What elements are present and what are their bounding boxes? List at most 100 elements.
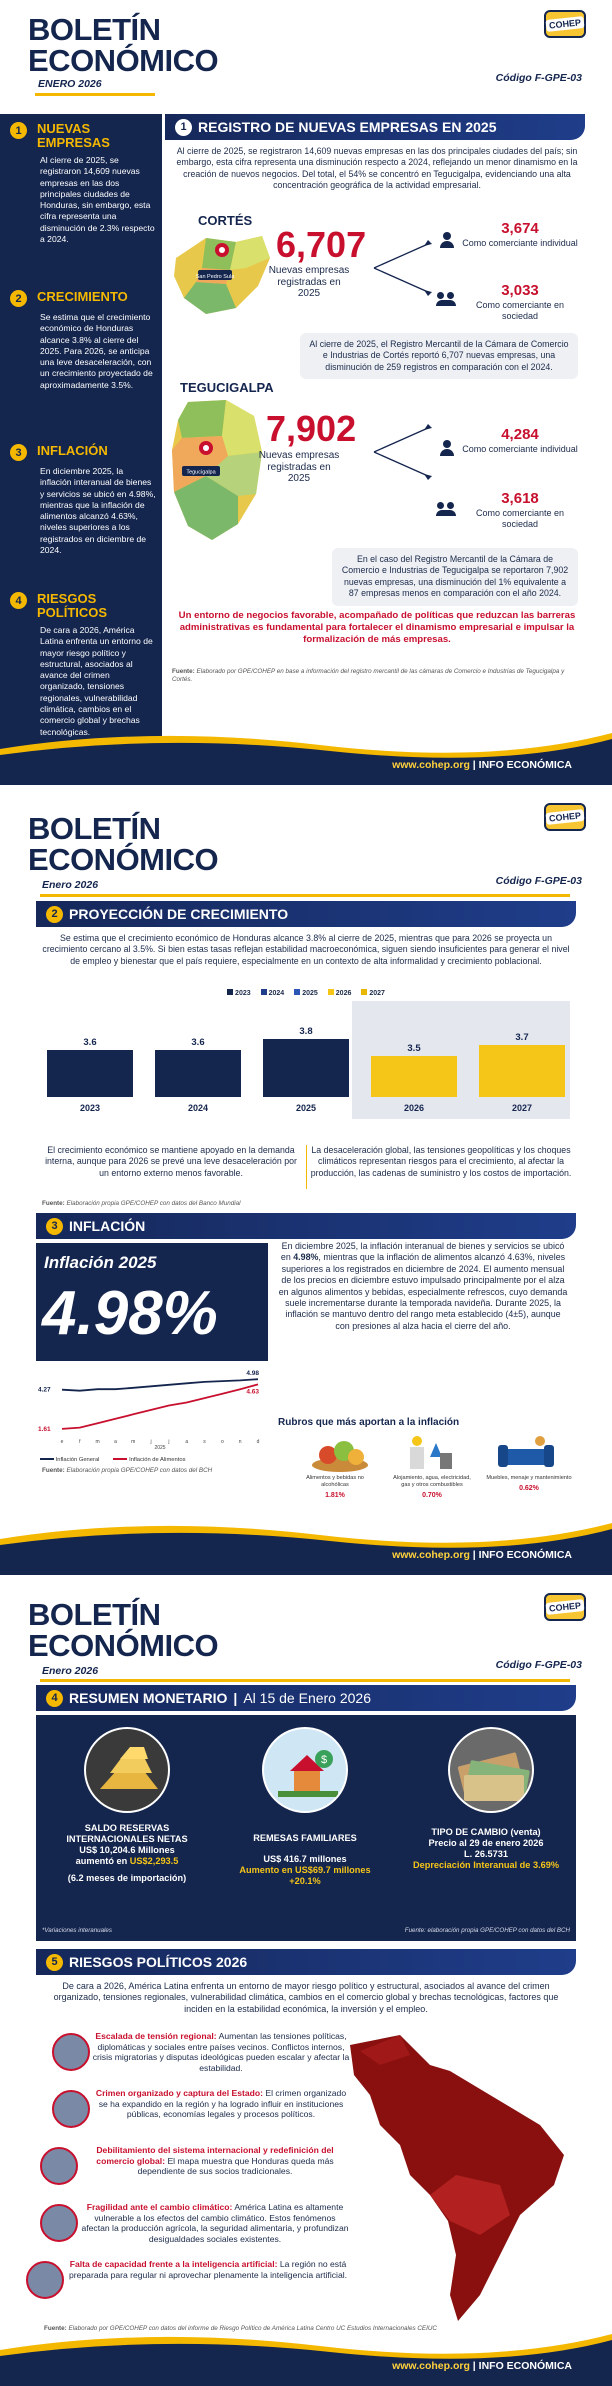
risk-photo-icon (40, 2147, 78, 2185)
x-tick-label: n (239, 1439, 242, 1445)
label-end-general: 4.98 (246, 1370, 259, 1377)
bar-value-label: 3.8 (299, 1025, 313, 1037)
s4-note: *Variaciones interanuales (42, 1927, 112, 1934)
label-start-general: 4.27 (38, 1387, 51, 1394)
bar-value-label: 3.5 (407, 1043, 421, 1055)
section-2-banner: 2 PROYECCIÓN DE CRECIMIENTO (36, 901, 576, 927)
rubros-title: Rubros que más aportan a la inflación (278, 1417, 460, 1428)
furniture-icon (498, 1436, 554, 1467)
risk-photo-icon (52, 2090, 90, 2128)
monetary-summary-panel: $ SALDO RESERVAS INTERNACIONALES NETAS U… (36, 1715, 576, 1941)
bar-value-label: 3.6 (191, 1037, 205, 1049)
bar-value-label: 3.6 (83, 1037, 97, 1049)
s4-source: Fuente: elaboración propia GPE/COHEP con… (404, 1927, 570, 1934)
divider (40, 894, 570, 897)
bulletin-title: BOLETÍN ECONÓMICO (28, 1597, 219, 1663)
legend-item: 2025 (294, 989, 318, 997)
latin-america-map (350, 2035, 564, 2321)
cortes-city-label: San Pedro Sula (196, 274, 235, 280)
gold-bars-icon (84, 1727, 170, 1813)
cohep-logo[interactable]: COHEP (544, 803, 586, 831)
cortes-individual-value: 3,674 (501, 220, 539, 237)
website-link[interactable]: www.cohep.org (392, 759, 470, 771)
x-tick-label: j (150, 1439, 152, 1445)
tegucigalpa-map: Tegucigalpa (172, 400, 262, 540)
risk-text: Falta de capacidad frente a la inteligen… (68, 2259, 348, 2280)
x-tick-label: 2026 (403, 1103, 425, 1113)
tipo-cambio-block: TIPO DE CAMBIO (venta) Precio al 29 de e… (412, 1827, 560, 1870)
s3-source: Fuente: Elaboración propia GPE/COHEP con… (42, 1467, 213, 1474)
s5-source: Fuente: Elaborado por GPE/COHEP con dato… (44, 2325, 437, 2332)
page-2: COHEP BOLETÍN ECONÓMICO Enero 2026 Código… (0, 795, 612, 1575)
cohep-logo[interactable]: COHEP (544, 10, 586, 38)
tegucigalpa-note: En el caso del Registro Mercantil de la … (332, 548, 578, 606)
bulletin-date: ENERO 2026 (38, 78, 102, 90)
bulletin-title: BOLETÍN ECONÓMICO (28, 12, 219, 78)
chart-legend: 2023 2024 2025 2026 2027 (36, 989, 576, 997)
s1-closing: Un entorno de negocios favorable, acompa… (178, 610, 576, 645)
x-tick-label: f (79, 1439, 81, 1445)
bar-2023 (47, 1050, 133, 1097)
risk-photo-icon (52, 2033, 90, 2071)
risk-text: Fragilidad ante el cambio climático: Amé… (81, 2202, 349, 2244)
s5-intro: De cara a 2026, América Latina enfrenta … (53, 1981, 559, 2014)
bulletin-date: Enero 2026 (42, 1665, 99, 1677)
tegucigalpa-arrows (373, 424, 432, 480)
s3-text: En diciembre 2025, la inflación interanu… (278, 1241, 568, 1331)
x-tick-label: 2027 (511, 1103, 533, 1113)
tegucigalpa-society-label: Como comerciante en sociedad (475, 508, 565, 529)
society-icon (436, 500, 456, 516)
s2-left-note: El crecimiento económico se mantiene apo… (45, 1145, 297, 1178)
risk-text: Escalada de tensión regional: Aumentan l… (92, 2031, 350, 2073)
tegucigalpa-society-value: 3,618 (501, 490, 539, 507)
risk-item: Crimen organizado y captura del Estado: … (40, 2084, 370, 2138)
divider (35, 93, 155, 96)
footer-links: www.cohep.org | INFO ECONÓMICA (392, 1549, 572, 1561)
rubro-item: Alimentos y bebidas no alcohólicas 1.81% (306, 1475, 364, 1499)
website-link[interactable]: www.cohep.org (392, 1549, 470, 1561)
cortes-arrows (373, 240, 432, 296)
x-tick-label: s (203, 1439, 206, 1445)
footer-links: www.cohep.org | INFO ECONÓMICA (392, 2360, 572, 2372)
x-tick-label: a (114, 1439, 117, 1445)
reservas-block: SALDO RESERVAS INTERNACIONALES NETAS US$… (66, 1823, 188, 1883)
summary-item-empresas: 1 NUEVAS EMPRESAS Al cierre de 2025, se r… (10, 122, 156, 245)
cohep-logo[interactable]: COHEP (544, 1593, 586, 1621)
s1-intro: Al cierre de 2025, se registraron 14,609… (176, 146, 578, 191)
risk-photo-icon (40, 2204, 78, 2242)
form-code: Código F-GPE-03 (495, 72, 582, 84)
inflation-card-title: Inflación 2025 (44, 1253, 157, 1272)
footer-wave (0, 2334, 612, 2386)
website-link[interactable]: www.cohep.org (392, 2360, 470, 2372)
cortes-total: 6,707 (276, 224, 367, 265)
x-tick-label: e (61, 1439, 64, 1445)
footer-wave (0, 733, 612, 785)
bar-2024 (155, 1050, 241, 1097)
legend-item: 2024 (260, 989, 284, 997)
individual-icon (438, 440, 456, 456)
risk-item: Fragilidad ante el cambio climático: Amé… (40, 2198, 370, 2252)
x-tick-label: j (167, 1439, 169, 1445)
groceries-icon (312, 1441, 368, 1472)
s2-right-note: La desaceleración global, las tensiones … (310, 1145, 572, 1178)
page-3: COHEP BOLETÍN ECONÓMICO Enero 2026 Código… (0, 1585, 612, 2386)
bar-2025 (263, 1038, 349, 1097)
risk-text: Debilitamiento del sistema internacional… (96, 2145, 334, 2177)
s2-intro: Se estima que el crecimiento económico d… (42, 933, 570, 966)
bar-2027 (479, 1044, 565, 1097)
section-5-banner: 5 RIESGOS POLÍTICOS 2026 (36, 1949, 576, 1975)
page-1: COHEP BOLETÍN ECONÓMICO ENERO 2026 Código… (0, 0, 612, 785)
divider (40, 1679, 570, 1682)
x-tick-label: d (257, 1439, 260, 1445)
currency-icon (448, 1727, 534, 1813)
divider (306, 1145, 307, 1189)
summary-item-riesgos: 4 RIESGOS POLÍTICOS De cara a 2026, Améri… (10, 592, 156, 738)
tegucigalpa-label: TEGUCIGALPA (180, 380, 274, 395)
x-tick-label: 2024 (187, 1103, 209, 1113)
cortes-individual-label: Como comerciante individual (462, 238, 578, 248)
society-icon (436, 290, 456, 306)
inflation-card: Inflación 2025 4.98% (36, 1243, 268, 1361)
inflation-card-value: 4.98% (42, 1279, 218, 1348)
risk-item: Falta de capacidad frente a la inteligen… (26, 2255, 370, 2309)
series-inflacion-general (61, 1378, 259, 1392)
